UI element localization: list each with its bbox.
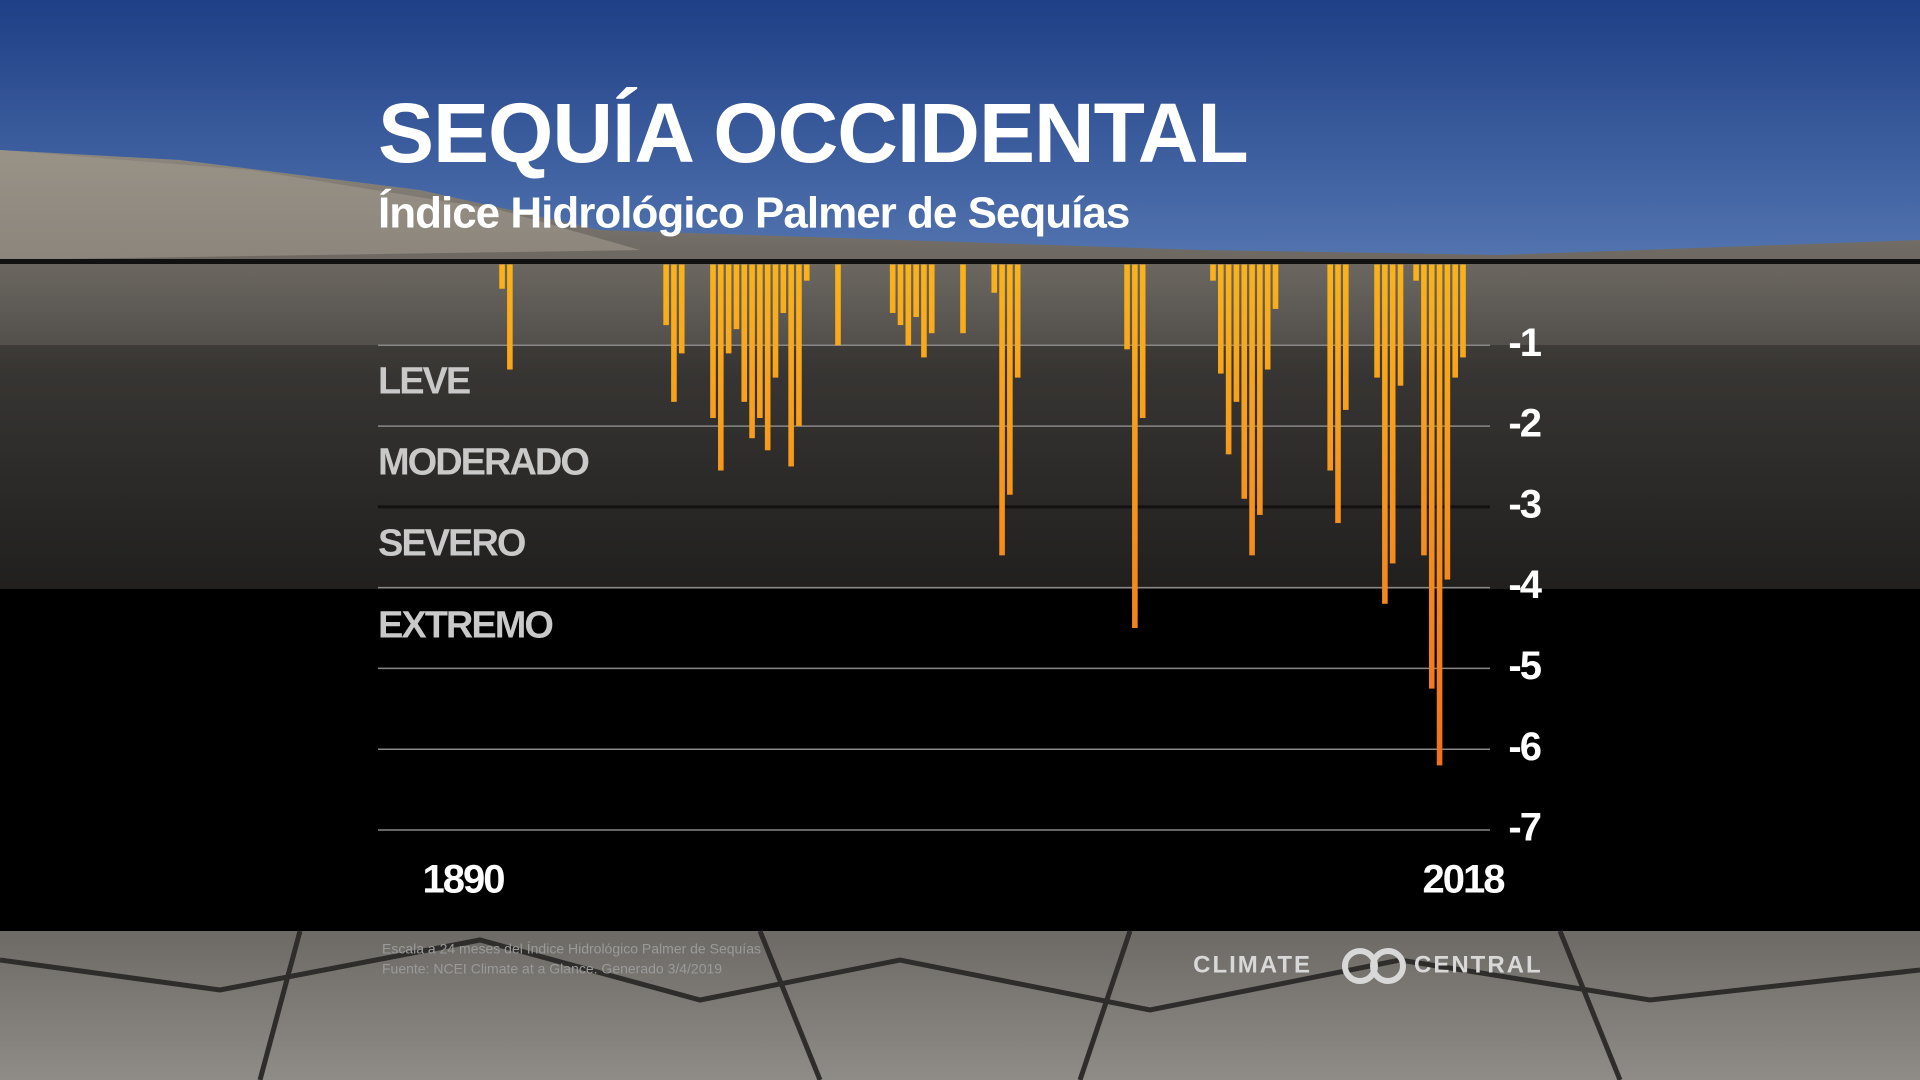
bar [499,264,505,289]
bar [1444,264,1451,580]
bar [796,264,802,427]
y-tick-label: -3 [1508,482,1540,526]
bar [1413,264,1419,281]
bar [1343,264,1349,410]
bar [1374,264,1380,378]
bar [1218,264,1224,374]
bar [928,264,935,334]
bar [835,264,841,346]
bar [1132,264,1138,629]
y-tick-label: -5 [1508,644,1541,688]
plot-area: -1 -2 -3 -4 -5 -6 -7 LEVE MODERADO SEVERO EXTREMO 1… [0,259,1920,902]
logo: CLIMATE CENTRAL [1193,948,1543,984]
bar [991,264,998,293]
x-tick-label: 1890 [423,858,505,902]
bar [1264,264,1271,370]
bar [999,264,1005,556]
bar [1210,264,1216,281]
bar [1124,264,1130,350]
bar [1233,264,1240,402]
bar [1139,264,1146,418]
bar [507,264,513,370]
band-label: EXTREMO [378,605,552,647]
band-label: MODERADO [378,441,588,483]
y-tick-label: -6 [1508,725,1540,769]
bar [757,264,763,418]
bar [803,264,810,281]
y-tick-label: -2 [1508,402,1540,446]
bar [1327,264,1333,471]
bar [921,264,927,358]
bar [1460,264,1466,358]
bar [1389,264,1396,564]
bar [905,264,912,346]
bar [710,264,716,418]
bar [671,264,677,402]
bar [1007,264,1013,495]
bar [663,264,669,326]
bar [780,264,787,313]
bar [718,264,724,471]
bar [1014,264,1021,378]
bar [749,264,755,439]
bar [1428,264,1435,689]
bar [1382,264,1388,604]
bar [913,264,919,318]
logo-text: CENTRAL [1414,951,1543,978]
bar [772,264,779,378]
y-tick-label: -1 [1508,321,1541,365]
y-tick-label: -7 [1508,806,1540,850]
bar [1335,264,1341,524]
bar [1436,264,1443,766]
bar [764,264,771,451]
bar [678,264,685,354]
band-label: SEVERO [378,522,525,564]
bar [725,264,732,354]
y-tick-label: -4 [1508,563,1542,607]
chart-subtitle: Índice Hidrológico Palmer de Sequías [378,188,1129,238]
bar [788,264,794,467]
chart-title: SEQUÍA OCCIDENTAL [378,86,1248,180]
bar [1397,264,1404,386]
footnote: Escala a 24 meses del Índice Hidrológico… [382,941,761,957]
bar [1272,264,1279,309]
bar [960,264,966,334]
bar [1241,264,1248,499]
logo-text: CLIMATE [1193,951,1312,978]
bar [1421,264,1427,556]
bar [897,264,904,326]
bar [1249,264,1255,556]
x-tick-label: 2018 [1423,858,1506,902]
bar [889,264,896,313]
band-label: LEVE [378,361,470,403]
bar [1257,264,1263,515]
footnote: Fuente: NCEI Climate at a Glance. Genera… [382,961,722,977]
bar [733,264,740,330]
bar [1452,264,1458,378]
bar [1225,264,1232,455]
bar [741,264,748,402]
